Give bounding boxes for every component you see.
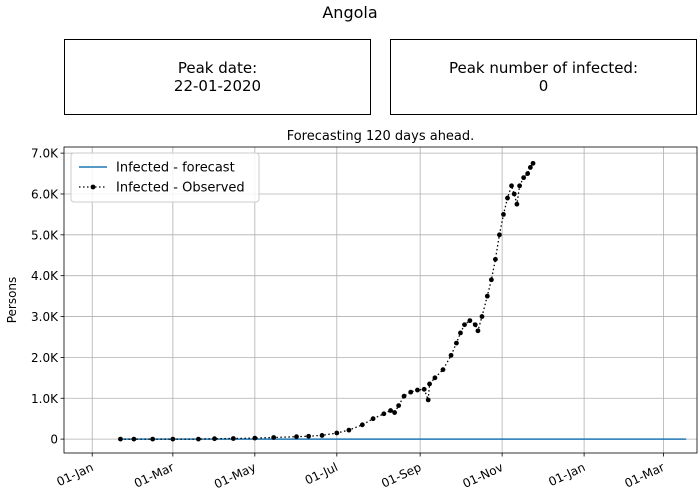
data-point — [488, 277, 494, 283]
data-point — [525, 171, 531, 176]
data-point — [472, 322, 478, 328]
data-point — [230, 436, 236, 441]
data-point — [425, 397, 431, 403]
data-point — [467, 318, 473, 324]
data-point — [396, 403, 402, 409]
data-point — [458, 330, 463, 336]
legend-label: Infected - forecast — [116, 161, 235, 176]
data-point — [427, 381, 432, 387]
data-point — [462, 322, 467, 328]
data-point — [252, 435, 258, 441]
data-point — [448, 352, 454, 358]
data-point — [319, 433, 325, 438]
data-point — [493, 256, 498, 262]
data-point — [511, 191, 517, 197]
data-point — [421, 386, 427, 392]
y-tick-label: 6.0K — [31, 187, 59, 201]
x-tick-label: 01-Jan — [54, 460, 95, 489]
data-point — [271, 435, 277, 440]
peak-infected-value: 0 — [538, 77, 549, 95]
x-tick-label: 01-Nov — [460, 460, 505, 491]
y-tick-label: 7.0K — [31, 147, 59, 161]
y-tick-label: 4.0K — [31, 269, 59, 283]
data-point — [530, 160, 536, 166]
page-title: Angola — [322, 3, 378, 22]
peak-infected-box: Peak number of infected: 0 — [390, 39, 697, 115]
y-tick-label: 2.0K — [31, 351, 59, 365]
data-point — [401, 393, 407, 399]
data-point — [170, 436, 176, 442]
data-point — [509, 183, 514, 189]
data-point — [479, 314, 485, 319]
legend-observed-marker — [90, 184, 96, 190]
y-tick-label: 3.0K — [31, 310, 59, 324]
data-point — [454, 340, 459, 346]
data-point — [306, 433, 311, 439]
data-point — [514, 201, 520, 207]
data-point — [505, 195, 510, 201]
data-point — [440, 367, 446, 373]
peak-date-value: 22-01-2020 — [173, 77, 262, 95]
data-point — [521, 175, 527, 181]
data-point — [118, 436, 123, 442]
data-point — [346, 427, 352, 433]
y-tick-label: 1.0K — [31, 392, 59, 406]
peak-date-box: Peak date: 22-01-2020 — [64, 39, 371, 115]
x-tick-label: 01-Mar — [622, 460, 666, 491]
data-point — [497, 232, 502, 238]
data-point — [475, 328, 481, 334]
x-tick-label: 01-Mar — [132, 460, 176, 491]
data-point — [484, 293, 490, 299]
plot-frame — [63, 146, 698, 454]
x-tick-label: 01-Jan — [546, 460, 587, 489]
data-point — [131, 436, 137, 442]
data-point — [432, 375, 438, 381]
legend-label: Infected - Observed — [116, 181, 245, 196]
series-observed-line — [120, 162, 534, 440]
y-axis-label: Persons — [5, 277, 19, 324]
y-tick-label: 5.0K — [31, 228, 59, 242]
data-point — [392, 410, 398, 415]
data-point — [334, 430, 340, 436]
x-tick-label: 01-Sep — [379, 460, 423, 491]
data-point — [381, 411, 387, 417]
peak-infected-label: Peak number of infected: — [448, 59, 639, 77]
data-point — [527, 165, 533, 170]
data-point — [517, 183, 522, 189]
data-point — [501, 212, 506, 217]
y-tick-label: 0 — [50, 433, 58, 447]
data-point — [212, 436, 217, 442]
data-point — [415, 387, 420, 393]
data-point — [408, 389, 414, 395]
x-tick-label: 01-May — [212, 460, 258, 491]
data-point — [150, 436, 156, 442]
data-point — [294, 434, 299, 440]
x-tick-label: 01-Jul — [303, 460, 340, 487]
chart-title: Forecasting 120 days ahead. — [287, 129, 475, 144]
legend-box — [70, 152, 260, 203]
peak-date-label: Peak date: — [177, 59, 258, 77]
data-point — [359, 422, 365, 428]
data-point — [388, 408, 393, 413]
data-point — [370, 416, 376, 422]
data-point — [195, 436, 201, 442]
